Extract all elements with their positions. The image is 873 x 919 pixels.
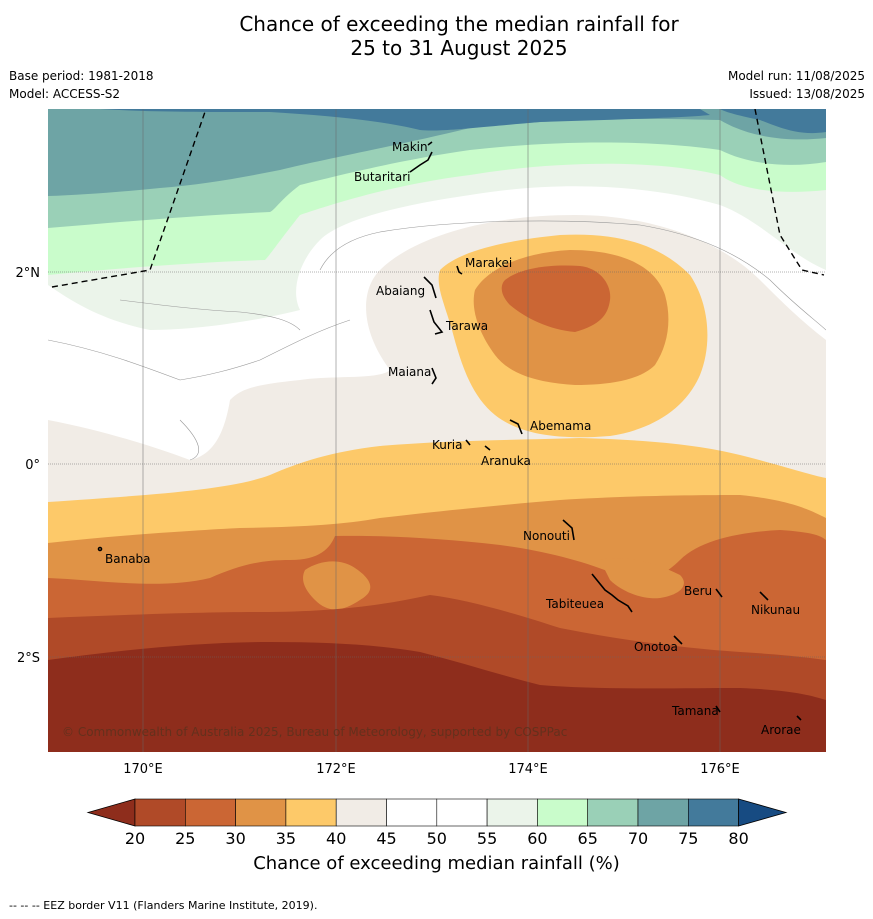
colorbar-tick: 80 [728, 829, 748, 848]
place-label-nonouti: Nonouti [523, 529, 570, 543]
aranuka-coast [484, 445, 491, 451]
model-run: Model run: 11/08/2025 [727, 69, 865, 83]
place-label-nikunau: Nikunau [751, 603, 800, 617]
place-label-banaba: Banaba [105, 552, 151, 566]
place-labels: Makin Butaritari Marakei Abaiang Tarawa Maian… [105, 140, 801, 737]
lat-label: 0° [25, 458, 40, 473]
copyright-note: © Commonwealth of Australia 2025, Bureau… [62, 725, 567, 739]
place-label-tamana: Tamana [671, 704, 719, 718]
place-label-abemama: Abemama [530, 419, 591, 433]
tarawa-coast [429, 309, 444, 335]
place-label-abaiang: Abaiang [376, 284, 425, 298]
footer-note: -- -- -- EEZ border V11 (Flanders Marine… [9, 899, 318, 912]
butaritari-coast [409, 151, 433, 173]
colorbar-tick: 45 [376, 829, 396, 848]
meta-left: Base period: 1981-2018 Model: ACCESS-S2 [9, 67, 154, 103]
beru-coast [715, 588, 723, 598]
lon-label: 172°E [316, 762, 356, 777]
colorbar-tick: 20 [125, 829, 145, 848]
place-label-arorae: Arorae [761, 723, 801, 737]
onotoa-coast [673, 635, 683, 645]
place-label-marakei: Marakei [465, 256, 512, 270]
colorbar-swatch [335, 798, 387, 827]
colorbar-swatch [235, 798, 287, 827]
title-line-1: Chance of exceeding the median rainfall … [239, 12, 679, 36]
colorbar-under-arrow [86, 798, 136, 827]
lon-label: 170°E [123, 762, 163, 777]
kuria-coast [465, 439, 471, 446]
nikunau-coast [759, 591, 769, 601]
band-70-75 [48, 109, 826, 196]
place-label-beru: Beru [684, 584, 712, 598]
colorbar-over-arrow [738, 798, 788, 827]
colorbar-swatch [486, 798, 538, 827]
map-fields [48, 109, 826, 752]
issued-date: Issued: 13/08/2025 [749, 87, 865, 101]
colorbar-tick: 40 [326, 829, 346, 848]
colorbar-label: Chance of exceeding median rainfall (%) [253, 853, 620, 874]
lat-label: 2°N [16, 266, 41, 281]
maiana-coast [431, 367, 437, 385]
contour-lines [48, 220, 826, 461]
colorbar-tick: 30 [225, 829, 245, 848]
band-30-35-inlay [303, 561, 371, 610]
place-label-makin: Makin [392, 140, 428, 154]
nonouti-coast [562, 519, 575, 541]
tabiteuea-coast [591, 573, 633, 613]
colorbar-tick: 25 [175, 829, 195, 848]
colorbar-tick: 75 [678, 829, 698, 848]
band-under-20 [48, 642, 826, 752]
band-75-80 [100, 109, 710, 131]
arorae-coast [796, 715, 802, 721]
colorbar-swatch [436, 798, 488, 827]
marakei-coast [456, 265, 463, 275]
chart-title: Chance of exceeding the median rainfall … [0, 12, 873, 60]
meta-right: Model run: 11/08/2025 Issued: 13/08/2025 [728, 67, 865, 103]
place-label-onotoa: Onotoa [634, 640, 678, 654]
place-label-tabiteuea: Tabiteuea [545, 597, 604, 611]
colorbar-swatch [134, 798, 186, 827]
colorbar-tick: 60 [527, 829, 547, 848]
lat-label: 2°S [17, 651, 40, 666]
colorbar-tick: 65 [578, 829, 598, 848]
abemama-coast [509, 419, 523, 435]
place-label-kuria: Kuria [432, 438, 463, 452]
model-name: Model: ACCESS-S2 [9, 87, 121, 101]
colorbar-tick: 50 [427, 829, 447, 848]
colorbar-swatch [637, 798, 689, 827]
colorbar-tick: 70 [628, 829, 648, 848]
place-label-aranuka: Aranuka [481, 454, 531, 468]
title-line-2: 25 to 31 August 2025 [350, 36, 568, 60]
latitude-labels: 2°N 0° 2°S [16, 266, 41, 666]
band-30-35-inlay-east [600, 558, 684, 599]
base-period: Base period: 1981-2018 [9, 69, 154, 83]
eez-border [51, 109, 825, 288]
longitude-labels: 170°E 172°E 174°E 176°E [123, 762, 740, 777]
grid-lines [48, 109, 826, 752]
colorbar-tick: 35 [276, 829, 296, 848]
place-label-maiana: Maiana [388, 365, 431, 379]
makin-coast [427, 141, 433, 146]
banaba-coast [97, 546, 103, 552]
center-25-30 [501, 265, 611, 332]
place-label-tarawa: Tarawa [445, 319, 488, 333]
colorbar-swatch [587, 798, 639, 827]
colorbar: 20 25 30 35 40 45 50 55 60 65 70 75 80 [86, 798, 788, 848]
colorbar-swatch [537, 798, 589, 827]
colorbar-tick: 55 [477, 829, 497, 848]
colorbar-swatch [687, 798, 739, 827]
lon-label: 176°E [700, 762, 740, 777]
band-75-80-east [720, 109, 826, 134]
place-label-butaritari: Butaritari [354, 170, 411, 184]
abaiang-coast [423, 276, 437, 299]
colorbar-swatch [185, 798, 236, 827]
tamana-coast [715, 705, 721, 713]
lon-label: 174°E [508, 762, 548, 777]
island-coastlines [97, 141, 802, 721]
colorbar-swatch [285, 798, 337, 827]
colorbar-swatch [386, 798, 438, 827]
